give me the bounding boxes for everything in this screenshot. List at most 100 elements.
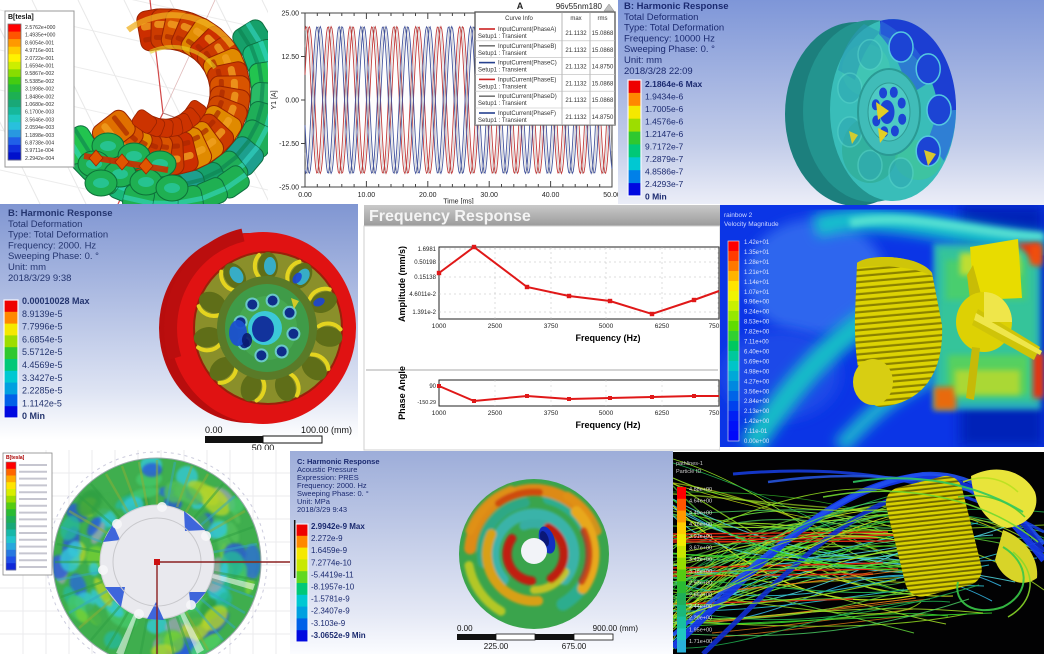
svg-text:2.13e+00: 2.13e+00 bbox=[744, 409, 770, 415]
svg-text:1.1142e-5: 1.1142e-5 bbox=[22, 398, 62, 408]
svg-text:2500: 2500 bbox=[488, 410, 503, 417]
svg-text:Sweeping Phase: 0. °: Sweeping Phase: 0. ° bbox=[624, 44, 715, 55]
svg-text:Phase Angle: Phase Angle bbox=[397, 366, 407, 420]
svg-text:Time [ms]: Time [ms] bbox=[443, 199, 474, 205]
svg-text:21.1132: 21.1132 bbox=[565, 115, 587, 121]
svg-text:3.56e+00: 3.56e+00 bbox=[744, 389, 770, 395]
svg-text:2.9942e-9 Max: 2.9942e-9 Max bbox=[311, 522, 365, 531]
svg-text:90: 90 bbox=[429, 384, 436, 390]
svg-text:50.00: 50.00 bbox=[603, 192, 618, 199]
svg-text:21.1132: 21.1132 bbox=[565, 81, 587, 87]
svg-text:50.00: 50.00 bbox=[252, 443, 275, 452]
svg-text:21.1132: 21.1132 bbox=[565, 65, 587, 71]
svg-text:4.9716e-001: 4.9716e-001 bbox=[25, 48, 54, 54]
svg-text:0.00: 0.00 bbox=[205, 425, 223, 435]
svg-text:Setup1 : Transient: Setup1 : Transient bbox=[478, 34, 527, 40]
svg-text:9.5867e-002: 9.5867e-002 bbox=[25, 71, 54, 77]
svg-text:2.2942e-004: 2.2942e-004 bbox=[25, 156, 54, 162]
svg-text:20.00: 20.00 bbox=[419, 192, 437, 199]
svg-text:15.0868: 15.0868 bbox=[592, 98, 614, 104]
svg-text:-25.00: -25.00 bbox=[279, 185, 299, 192]
svg-text:0 Min: 0 Min bbox=[645, 192, 667, 202]
svg-text:0.50198: 0.50198 bbox=[414, 260, 436, 266]
svg-text:900.00 (mm): 900.00 (mm) bbox=[593, 624, 639, 633]
svg-text:-12.50: -12.50 bbox=[279, 141, 299, 148]
svg-text:15.0868: 15.0868 bbox=[592, 31, 614, 37]
svg-text:Setup1 : Transient: Setup1 : Transient bbox=[478, 68, 527, 74]
svg-text:7.11e+00: 7.11e+00 bbox=[744, 340, 769, 346]
svg-text:4.6011e-2: 4.6011e-2 bbox=[409, 292, 436, 298]
svg-text:5.5385e-002: 5.5385e-002 bbox=[25, 79, 54, 85]
svg-text:Unit: mm: Unit: mm bbox=[624, 55, 662, 66]
svg-text:12.50: 12.50 bbox=[281, 54, 299, 61]
svg-text:4.40e+00: 4.40e+00 bbox=[689, 510, 712, 516]
svg-text:InputCurrent(PhaseE): InputCurrent(PhaseE) bbox=[498, 77, 556, 83]
svg-text:2.0722e-001: 2.0722e-001 bbox=[25, 56, 54, 62]
svg-text:750: 750 bbox=[709, 323, 720, 330]
svg-text:96v55nm180: 96v55nm180 bbox=[556, 2, 603, 11]
svg-text:3750: 3750 bbox=[544, 323, 559, 330]
svg-text:1.391e-2: 1.391e-2 bbox=[412, 310, 436, 316]
svg-text:750: 750 bbox=[709, 410, 720, 417]
svg-text:3.9711e-004: 3.9711e-004 bbox=[25, 148, 54, 154]
svg-text:B[tesla]: B[tesla] bbox=[8, 14, 34, 21]
svg-text:7.2774e-10: 7.2774e-10 bbox=[311, 558, 352, 567]
svg-text:-1.5781e-9: -1.5781e-9 bbox=[311, 595, 350, 604]
svg-text:10.00: 10.00 bbox=[358, 192, 376, 199]
svg-text:0.00e+00: 0.00e+00 bbox=[744, 439, 770, 445]
svg-text:2018/3/28 22:09: 2018/3/28 22:09 bbox=[624, 66, 693, 77]
svg-text:Setup1 : Transient: Setup1 : Transient bbox=[478, 51, 527, 57]
svg-text:1.0680e-002: 1.0680e-002 bbox=[25, 102, 54, 108]
svg-text:0.00: 0.00 bbox=[285, 98, 299, 105]
svg-text:2.272e-9: 2.272e-9 bbox=[311, 534, 343, 543]
svg-text:2.0594e-003: 2.0594e-003 bbox=[25, 125, 54, 131]
svg-text:rms: rms bbox=[598, 16, 608, 22]
svg-text:2.44e+00: 2.44e+00 bbox=[689, 604, 712, 610]
svg-text:1.42e+01: 1.42e+01 bbox=[744, 240, 770, 246]
svg-text:Type: Total Deformation: Type: Total Deformation bbox=[624, 23, 724, 34]
svg-text:1.35e+01: 1.35e+01 bbox=[744, 250, 770, 256]
svg-text:3750: 3750 bbox=[544, 410, 559, 417]
svg-text:3.5646e-003: 3.5646e-003 bbox=[25, 117, 54, 123]
svg-text:2.84e+00: 2.84e+00 bbox=[744, 399, 770, 405]
svg-text:1.7005e-6: 1.7005e-6 bbox=[645, 104, 684, 114]
svg-text:1.21e+01: 1.21e+01 bbox=[744, 270, 770, 276]
svg-text:-150.29: -150.29 bbox=[417, 400, 436, 406]
svg-text:1.07e+01: 1.07e+01 bbox=[744, 290, 770, 296]
svg-text:-3.0652e-9 Min: -3.0652e-9 Min bbox=[311, 631, 366, 640]
svg-text:1000: 1000 bbox=[432, 323, 447, 330]
svg-text:Sweeping Phase: 0. °: Sweeping Phase: 0. ° bbox=[8, 251, 99, 262]
svg-text:1.95e+00: 1.95e+00 bbox=[689, 627, 712, 633]
svg-text:225.00: 225.00 bbox=[484, 642, 509, 651]
svg-text:4.16e+00: 4.16e+00 bbox=[689, 522, 712, 528]
svg-text:B[tesla]: B[tesla] bbox=[6, 455, 25, 461]
svg-text:3.18e+00: 3.18e+00 bbox=[689, 569, 712, 575]
svg-text:Total Deformation: Total Deformation bbox=[624, 12, 698, 23]
svg-text:Type: Total Deformation: Type: Total Deformation bbox=[8, 230, 108, 241]
svg-text:8.9139e-5: 8.9139e-5 bbox=[22, 309, 63, 319]
svg-text:InputCurrent(PhaseF): InputCurrent(PhaseF) bbox=[498, 111, 556, 117]
svg-text:-5.4419e-11: -5.4419e-11 bbox=[311, 570, 354, 579]
svg-text:0 Min: 0 Min bbox=[22, 411, 45, 421]
svg-text:100.00 (mm): 100.00 (mm) bbox=[301, 425, 352, 435]
svg-text:Setup1 : Transient: Setup1 : Transient bbox=[478, 84, 527, 90]
svg-text:Particle ID: Particle ID bbox=[676, 469, 701, 475]
svg-text:1.9434e-6: 1.9434e-6 bbox=[645, 92, 684, 102]
svg-text:7.7996e-5: 7.7996e-5 bbox=[22, 322, 63, 332]
svg-text:9.24e+00: 9.24e+00 bbox=[744, 310, 770, 316]
svg-text:3.1998e-002: 3.1998e-002 bbox=[25, 87, 54, 93]
svg-text:Total Deformation: Total Deformation bbox=[8, 219, 82, 230]
svg-text:14.8750: 14.8750 bbox=[592, 65, 614, 71]
svg-text:A: A bbox=[517, 1, 524, 11]
svg-text:-2.3407e-9: -2.3407e-9 bbox=[311, 607, 350, 616]
svg-text:0.15138: 0.15138 bbox=[414, 275, 436, 281]
svg-text:3.91e+00: 3.91e+00 bbox=[689, 534, 712, 540]
svg-text:max: max bbox=[570, 16, 581, 22]
svg-text:21.1132: 21.1132 bbox=[565, 48, 587, 54]
svg-text:6.8738e-004: 6.8738e-004 bbox=[25, 141, 54, 147]
svg-text:C: Harmonic Response: C: Harmonic Response bbox=[297, 457, 380, 466]
svg-text:25.00: 25.00 bbox=[281, 11, 299, 18]
svg-text:675.00: 675.00 bbox=[562, 642, 587, 651]
svg-text:Y1 [A]: Y1 [A] bbox=[271, 90, 278, 109]
svg-text:InputCurrent(PhaseA): InputCurrent(PhaseA) bbox=[498, 27, 556, 33]
